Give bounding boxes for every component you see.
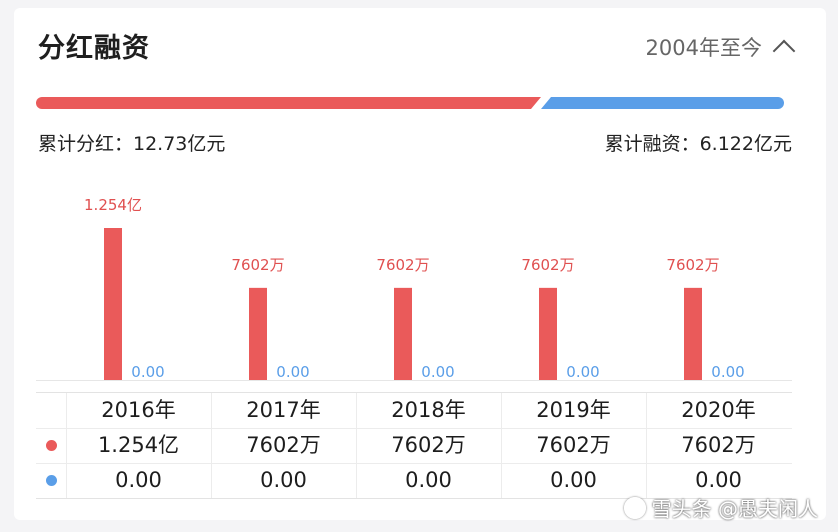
financing-cell: 0.00 bbox=[115, 468, 162, 492]
dividend-legend-dot bbox=[46, 440, 57, 451]
dividend-financing-card bbox=[14, 8, 826, 520]
year-cell: 2016年 bbox=[101, 398, 176, 422]
period-label: 2004年至今 bbox=[645, 36, 762, 60]
financing-cell: 0.00 bbox=[695, 468, 742, 492]
financing-bar-label: 0.00 bbox=[566, 363, 599, 381]
dividend-ratio-segment bbox=[36, 97, 541, 109]
table-divider bbox=[66, 393, 67, 498]
year-cell: 2018年 bbox=[391, 398, 466, 422]
table-row-dividend: 1.254亿 7602万 7602万 7602万 7602万 bbox=[36, 428, 792, 464]
dividend-bar-label: 1.254亿 bbox=[84, 196, 142, 214]
table-divider bbox=[501, 393, 502, 498]
year-cell: 2019年 bbox=[536, 398, 611, 422]
dividend-cell: 7602万 bbox=[536, 433, 611, 457]
table-row-financing: 0.00 0.00 0.00 0.00 0.00 bbox=[36, 463, 792, 498]
table-row-years: 2016年 2017年 2018年 2019年 2020年 bbox=[36, 393, 792, 429]
total-dividend: 累计分红：12.73亿元 bbox=[38, 133, 226, 155]
dividend-bar bbox=[104, 228, 122, 380]
bar-chart-svg: 1.254亿 0.00 7602万 0.00 7602万 0.00 7602万 0.00 760… bbox=[36, 196, 792, 381]
financing-bar-label: 0.00 bbox=[711, 363, 744, 381]
dividend-cell: 7602万 bbox=[681, 433, 756, 457]
bar-chart: 1.254亿 0.00 7602万 0.00 7602万 0.00 7602万 0.00 760… bbox=[36, 170, 792, 385]
table-divider bbox=[356, 393, 357, 498]
dividend-bar bbox=[394, 287, 412, 380]
financing-ratio-segment bbox=[541, 97, 784, 109]
period-selector[interactable]: 2004年至今 bbox=[645, 32, 796, 63]
dividend-bar-label: 7602万 bbox=[521, 256, 574, 274]
financing-bar-label: 0.00 bbox=[276, 363, 309, 381]
table-divider bbox=[646, 393, 647, 498]
chevron-up-icon[interactable] bbox=[772, 39, 796, 63]
financing-cell: 0.00 bbox=[550, 468, 597, 492]
dividend-cell: 7602万 bbox=[391, 433, 466, 457]
dividend-bar bbox=[539, 287, 557, 380]
dividend-bar-label: 7602万 bbox=[666, 256, 719, 274]
watermark-logo-icon bbox=[623, 496, 646, 519]
financing-legend-dot bbox=[46, 475, 57, 486]
financing-bar-label: 0.00 bbox=[421, 363, 454, 381]
financing-cell: 0.00 bbox=[260, 468, 307, 492]
table-divider bbox=[211, 393, 212, 498]
data-table: 2016年 2017年 2018年 2019年 2020年 1.254亿 760… bbox=[36, 392, 792, 499]
dividend-bar bbox=[249, 287, 267, 380]
dividend-bar bbox=[684, 287, 702, 380]
watermark-text: 雪头条 @愚夫闲人 bbox=[651, 497, 818, 521]
dividend-financing-ratio-bar bbox=[36, 97, 784, 109]
dividend-cell: 1.254亿 bbox=[97, 433, 180, 457]
watermark: 雪头条 @愚夫闲人 bbox=[623, 493, 818, 522]
total-financing: 累计融资：6.122亿元 bbox=[604, 133, 792, 155]
dividend-bar-label: 7602万 bbox=[376, 256, 429, 274]
financing-cell: 0.00 bbox=[405, 468, 452, 492]
dividend-bar-label: 7602万 bbox=[231, 256, 284, 274]
year-cell: 2017年 bbox=[246, 398, 321, 422]
financing-bar-label: 0.00 bbox=[131, 363, 164, 381]
card-title: 分红融资 bbox=[38, 33, 150, 64]
year-cell: 2020年 bbox=[681, 398, 756, 422]
dividend-cell: 7602万 bbox=[246, 433, 321, 457]
